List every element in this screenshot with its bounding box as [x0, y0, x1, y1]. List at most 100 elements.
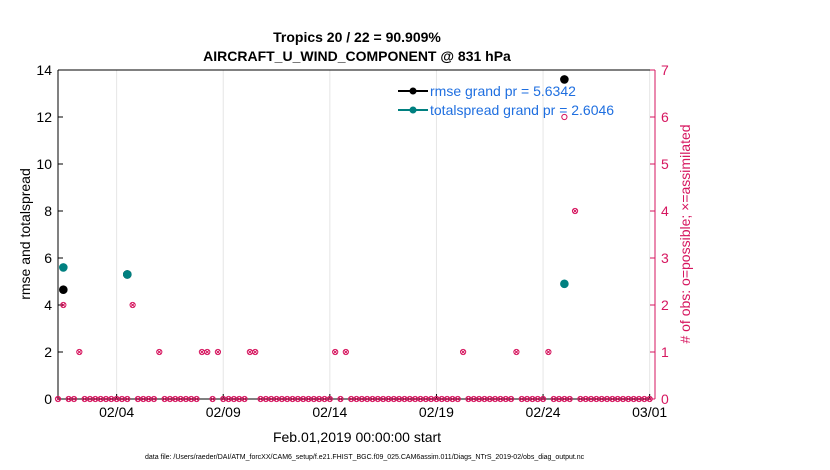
obs-assimilated-marker	[492, 396, 498, 402]
y-tick-label-left: 12	[36, 109, 52, 125]
obs-marker	[193, 395, 200, 403]
obs-assimilated-marker	[140, 396, 146, 402]
obs-assimilated-marker	[444, 396, 450, 402]
obs-assimilated-marker	[114, 396, 119, 402]
obs-marker	[513, 348, 520, 356]
obs-assimilated-marker	[92, 396, 98, 402]
obs-marker	[150, 395, 158, 403]
y-axis-label-right: # of obs: o=possible; ×=assimilated	[677, 124, 693, 343]
obs-assimilated-marker	[471, 396, 477, 402]
obs-assimilated-marker	[322, 396, 327, 402]
obs-possible-marker	[545, 348, 552, 356]
obs-assimilated-marker	[631, 396, 637, 402]
obs-possible-marker	[214, 348, 222, 356]
rmse-point	[59, 285, 68, 295]
obs-assimilated-marker	[82, 396, 88, 402]
obs-marker	[412, 395, 419, 403]
y-tick-label-left: 6	[44, 250, 52, 266]
obs-assimilated-marker	[172, 396, 178, 402]
obs-marker	[342, 348, 349, 356]
obs-assimilated-marker	[423, 396, 429, 402]
obs-possible-marker	[70, 395, 78, 403]
obs-assimilated-marker	[476, 396, 482, 402]
obs-assimilated-marker	[396, 396, 402, 402]
obs-assimilated-marker	[71, 396, 77, 402]
obs-assimilated-marker	[332, 349, 338, 355]
obs-assimilated-marker	[66, 396, 72, 402]
obs-assimilated-marker	[231, 396, 237, 402]
obs-assimilated-marker	[162, 396, 167, 402]
obs-possible-marker	[646, 395, 653, 403]
totalspread-point	[560, 279, 569, 289]
y-tick-label-left: 0	[44, 391, 52, 407]
chart-title-line1: Tropics 20 / 22 = 90.909%	[273, 29, 441, 45]
obs-assimilated-marker	[103, 396, 109, 402]
y-ticks-left: 0 2 4 6 8 10 12 14	[36, 62, 63, 407]
obs-assimilated-marker	[434, 396, 439, 402]
obs-possible-marker	[337, 395, 344, 403]
obs-assimilated-marker	[578, 396, 583, 402]
x-tick-label: 02/09	[206, 404, 241, 420]
obs-assimilated-marker	[647, 396, 653, 402]
obs-assimilated-marker	[98, 396, 103, 402]
obs-assimilated-marker	[311, 396, 317, 402]
obs-marker	[54, 395, 62, 403]
chart-title-line2: AIRCRAFT_U_WIND_COMPONENT @ 831 hPa	[203, 48, 511, 64]
obs-assimilated-marker	[428, 396, 434, 402]
series-markers	[59, 75, 569, 295]
obs-assimilated-marker	[364, 396, 370, 402]
obs-assimilated-marker	[258, 396, 263, 402]
obs-assimilated-marker	[594, 396, 599, 402]
y-tick-label-left: 14	[36, 62, 52, 78]
rmse-point	[560, 75, 569, 84]
obs-assimilated-marker	[391, 396, 397, 402]
obs-possible-marker	[326, 395, 333, 403]
obs-assimilated-marker	[455, 396, 461, 402]
y-tick-label-left: 8	[44, 203, 52, 219]
obs-assimilated-marker	[156, 349, 162, 355]
y-tick-label-left: 4	[44, 297, 52, 313]
y-tick-label-right: 4	[661, 203, 669, 219]
obs-assimilated-marker	[87, 396, 93, 402]
obs-assimilated-marker	[370, 396, 375, 402]
obs-marker	[529, 395, 536, 403]
obs-assimilated-marker	[268, 396, 274, 402]
obs-possible-marker	[156, 348, 163, 356]
obs-assimilated-marker	[295, 396, 301, 402]
obs-possible-marker	[241, 395, 248, 403]
obs-assimilated-marker	[215, 349, 221, 355]
obs-marker	[571, 207, 579, 215]
obs-possible-marker	[507, 395, 515, 403]
legend-rmse-marker	[409, 87, 417, 95]
obs-marker	[241, 395, 248, 403]
obs-assimilated-marker	[210, 396, 215, 402]
obs-assimilated-marker	[418, 396, 423, 402]
obs-marker	[332, 348, 339, 356]
obs-possible-marker	[513, 348, 520, 356]
legend-rmse-label: rmse grand pr = 5.6342	[430, 83, 576, 99]
obs-marker	[204, 348, 211, 356]
obs-assimilated-marker	[636, 396, 642, 402]
obs-assimilated-marker	[274, 396, 279, 402]
obs-possible-marker	[76, 348, 83, 356]
y-tick-label-left: 10	[36, 156, 52, 172]
obs-assimilated-marker	[546, 349, 551, 355]
obs-possible-marker	[332, 348, 339, 356]
obs-marker	[209, 395, 216, 403]
obs-possible-marker	[54, 395, 62, 403]
obs-assimilated-marker	[60, 302, 66, 308]
x-tick-label: 02/19	[419, 404, 454, 420]
x-tick-label: 02/14	[312, 404, 347, 420]
obs-marker	[646, 395, 653, 403]
obs-assimilated-marker	[380, 396, 386, 402]
y-tick-label-right: 5	[661, 156, 669, 172]
obs-possible-marker	[209, 395, 216, 403]
x-tick-label: 03/01	[632, 404, 667, 420]
y-tick-label-right: 3	[661, 250, 669, 266]
obs-assimilated-marker	[290, 396, 295, 402]
totalspread-point	[122, 270, 132, 279]
obs-assimilated-marker	[583, 396, 589, 402]
obs-assimilated-marker	[135, 396, 141, 402]
obs-assimilated-marker	[55, 396, 61, 402]
x-tick-label: 02/24	[526, 404, 561, 420]
